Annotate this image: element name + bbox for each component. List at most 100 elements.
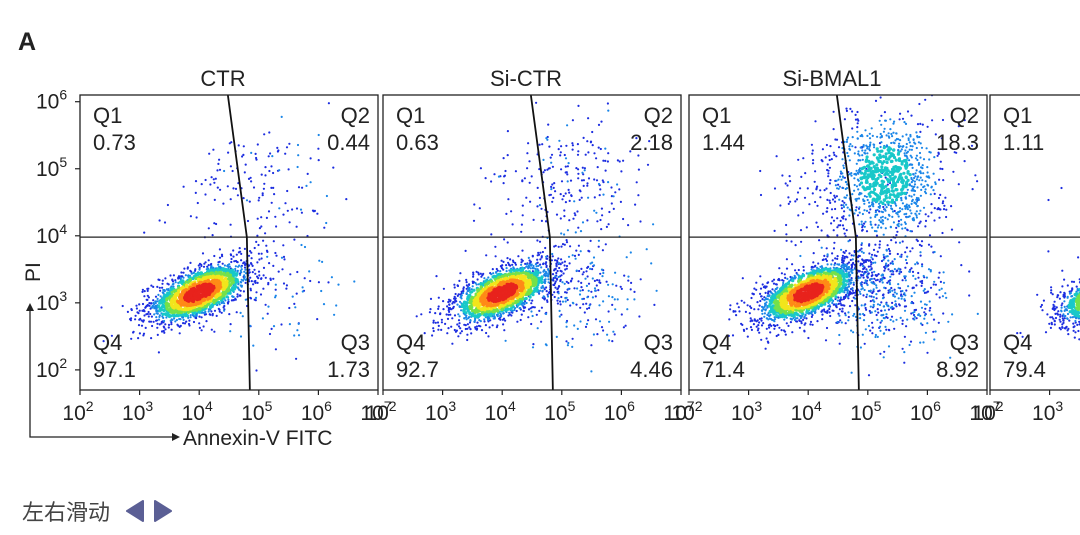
event-point xyxy=(620,170,623,173)
event-point xyxy=(556,299,559,302)
event-point xyxy=(919,122,922,125)
event-point xyxy=(825,187,828,190)
event-point xyxy=(845,107,848,110)
event-point xyxy=(750,306,753,310)
event-point xyxy=(758,321,761,324)
event-point xyxy=(479,167,482,170)
event-point xyxy=(530,310,533,313)
event-point xyxy=(941,118,945,122)
event-point xyxy=(297,186,301,189)
event-point xyxy=(940,137,943,140)
event-point xyxy=(317,281,320,284)
event-point xyxy=(580,286,583,289)
event-point xyxy=(748,312,751,315)
event-point xyxy=(531,346,535,349)
event-point xyxy=(502,260,505,263)
event-point xyxy=(221,255,224,258)
event-point xyxy=(149,312,152,316)
event-point xyxy=(510,210,513,213)
event-point xyxy=(250,257,253,260)
event-point xyxy=(759,299,762,303)
event-point xyxy=(850,265,854,269)
event-point xyxy=(252,344,255,347)
event-point xyxy=(550,188,553,191)
event-point xyxy=(317,147,320,150)
event-point xyxy=(217,263,220,266)
event-point xyxy=(848,290,852,293)
event-point xyxy=(309,157,312,160)
event-point xyxy=(799,187,802,190)
event-point xyxy=(237,265,240,268)
event-point xyxy=(129,361,132,364)
event-point xyxy=(512,260,515,264)
event-point xyxy=(134,318,137,321)
event-point xyxy=(546,295,550,298)
event-point xyxy=(551,200,554,203)
event-point xyxy=(237,144,240,147)
quadrant-value-q3: 1.73 xyxy=(327,357,370,382)
event-point xyxy=(587,282,591,285)
event-point xyxy=(816,204,819,207)
event-point xyxy=(850,254,853,257)
event-point xyxy=(580,267,583,270)
event-point xyxy=(842,215,845,218)
event-point xyxy=(912,82,914,84)
event-point xyxy=(177,289,181,293)
event-point xyxy=(863,270,867,274)
event-point xyxy=(906,318,909,321)
event-point xyxy=(156,312,159,315)
event-point xyxy=(608,320,611,323)
event-point xyxy=(436,321,440,324)
event-point xyxy=(195,216,198,219)
event-point xyxy=(146,294,149,297)
event-point xyxy=(240,271,243,274)
event-point xyxy=(576,153,580,156)
event-point xyxy=(130,317,133,320)
event-point xyxy=(634,203,637,206)
event-point xyxy=(496,313,499,316)
event-point xyxy=(785,258,789,261)
event-point xyxy=(968,294,971,297)
event-point xyxy=(886,281,889,284)
event-point xyxy=(836,217,839,220)
event-point xyxy=(542,270,545,273)
event-point xyxy=(262,187,265,190)
event-point xyxy=(485,331,488,335)
event-point xyxy=(477,273,480,276)
event-point xyxy=(415,315,418,318)
event-point xyxy=(217,300,221,304)
event-point xyxy=(883,111,887,114)
event-point xyxy=(872,248,876,251)
event-point xyxy=(538,309,541,312)
event-point xyxy=(288,142,291,145)
event-point xyxy=(879,352,882,355)
event-point xyxy=(753,308,756,311)
event-point xyxy=(784,182,787,185)
event-point xyxy=(327,102,330,105)
event-point xyxy=(268,169,271,173)
event-point xyxy=(820,229,823,232)
event-point xyxy=(622,217,625,221)
event-point xyxy=(257,243,260,247)
event-point xyxy=(604,243,607,246)
event-point xyxy=(599,281,602,284)
event-point xyxy=(253,298,256,301)
event-point xyxy=(616,159,620,162)
event-point xyxy=(207,264,210,267)
event-point xyxy=(266,312,269,315)
event-point xyxy=(165,298,169,302)
event-point xyxy=(865,230,869,233)
event-point xyxy=(187,322,191,326)
event-point xyxy=(521,180,524,183)
event-point xyxy=(274,296,277,299)
event-point xyxy=(891,301,894,304)
event-point xyxy=(232,299,235,302)
event-point xyxy=(448,310,451,313)
event-point xyxy=(553,283,556,287)
event-point xyxy=(830,216,834,219)
event-point xyxy=(137,312,140,315)
event-point xyxy=(933,156,936,159)
event-point xyxy=(514,170,518,173)
event-point xyxy=(566,298,569,302)
event-point xyxy=(194,268,197,271)
